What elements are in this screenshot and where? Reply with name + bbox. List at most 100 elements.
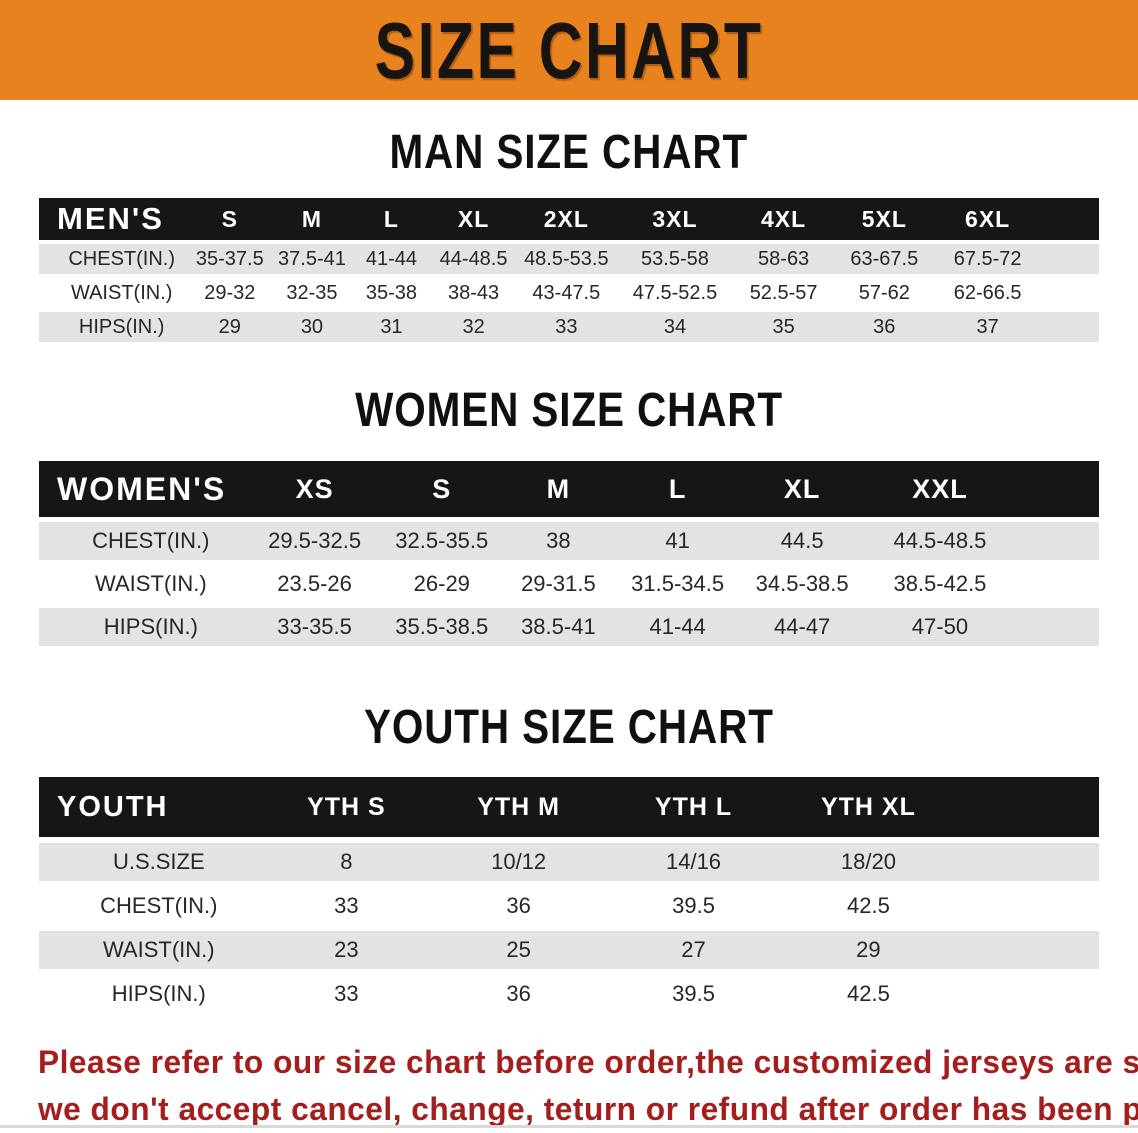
size-column-header: S <box>187 198 273 240</box>
row-spacer-cell <box>1040 278 1099 308</box>
measurement-value: 41 <box>616 522 739 560</box>
row-spacer-cell <box>955 887 1099 925</box>
size-column-header: 4XL <box>733 198 834 240</box>
measurement-value: 53.5-58 <box>616 244 734 274</box>
size-column-header: S <box>383 461 501 517</box>
measurement-value: 35-38 <box>351 278 432 308</box>
measurement-value: 47.5-52.5 <box>616 278 734 308</box>
measurement-value: 37 <box>934 312 1041 342</box>
header-spacer-cell <box>1040 198 1099 240</box>
measurement-value: 38-43 <box>431 278 516 308</box>
size-column-header: 6XL <box>934 198 1041 240</box>
measurement-label: WAIST(IN.) <box>39 931 262 969</box>
youth-section-heading-text: YOUTH SIZE CHART <box>364 698 774 754</box>
measurement-row: WAIST(IN.) 23.5-26 26-29 29-31.5 31.5-34.5 34… <box>39 565 1099 603</box>
measurement-row: CHEST(IN.) 29.5-32.5 32.5-35.5 38 41 44.5 44.5… <box>39 522 1099 560</box>
measurement-value: 67.5-72 <box>934 244 1041 274</box>
measurement-label: HIPS(IN.) <box>39 312 188 342</box>
measurement-label: HIPS(IN.) <box>39 975 262 1013</box>
row-spacer-cell <box>1014 522 1099 560</box>
size-table-header-row: WOMEN'S XS S M L XL XXL <box>39 461 1099 517</box>
measurement-value: 39.5 <box>606 887 781 925</box>
measurement-value: 23 <box>261 931 432 969</box>
measurement-row: WAIST(IN.) 29-32 32-35 35-38 38-43 43-47.5 47.… <box>39 278 1099 308</box>
size-column-header: XL <box>738 461 866 517</box>
measurement-value: 38.5-42.5 <box>865 565 1015 603</box>
measurement-value: 33 <box>261 887 432 925</box>
measurement-row: HIPS(IN.) 33 36 39.5 42.5 <box>39 975 1099 1013</box>
size-table-header-row: MEN'S S M L XL 2XL 3XL 4XL 5XL 6XL <box>39 198 1099 240</box>
measurement-label: U.S.SIZE <box>39 843 262 881</box>
measurement-value: 27 <box>606 931 781 969</box>
measurement-row: U.S.SIZE 8 10/12 14/16 18/20 <box>39 843 1099 881</box>
row-spacer-cell <box>955 931 1099 969</box>
measurement-value: 29 <box>780 931 956 969</box>
row-spacer-cell <box>1040 312 1099 342</box>
row-spacer-cell <box>1040 244 1099 274</box>
women-size-table: WOMEN'S XS S M L XL XXL CHEST(IN.) 29.5-32.5 32.5… <box>39 456 1099 651</box>
size-chart-banner: SIZE CHART <box>0 0 1138 100</box>
measurement-value: 36 <box>431 975 607 1013</box>
size-table-header-row: YOUTH YTH S YTH M YTH L YTH XL <box>39 777 1099 837</box>
women-section-heading: WOMEN SIZE CHART <box>0 382 1138 437</box>
size-column-header: 2XL <box>515 198 617 240</box>
measurement-value: 41-44 <box>616 608 739 646</box>
measurement-value: 14/16 <box>606 843 781 881</box>
measurement-label: HIPS(IN.) <box>39 608 246 646</box>
measurement-value: 29 <box>187 312 273 342</box>
row-spacer-cell <box>955 843 1099 881</box>
row-spacer-cell <box>1014 608 1099 646</box>
measurement-label: CHEST(IN.) <box>39 244 188 274</box>
size-column-header: YTH S <box>261 777 432 837</box>
measurement-value: 47-50 <box>865 608 1015 646</box>
youth-section-heading: YOUTH SIZE CHART <box>0 698 1138 754</box>
measurement-value: 10/12 <box>431 843 607 881</box>
measurement-value: 33 <box>261 975 432 1013</box>
measurement-label: WAIST(IN.) <box>39 278 188 308</box>
measurement-value: 23.5-26 <box>245 565 384 603</box>
measurement-row: CHEST(IN.) 35-37.5 37.5-41 41-44 44-48.5 48.5… <box>39 244 1099 274</box>
table-group-label: YOUTH <box>39 777 262 837</box>
measurement-value: 30 <box>272 312 352 342</box>
measurement-value: 63-67.5 <box>833 244 935 274</box>
measurement-row: HIPS(IN.) 33-35.5 35.5-38.5 38.5-41 41-44 44-… <box>39 608 1099 646</box>
row-spacer-cell <box>1014 565 1099 603</box>
measurement-value: 34 <box>616 312 734 342</box>
measurement-value: 29.5-32.5 <box>245 522 384 560</box>
measurement-value: 26-29 <box>383 565 501 603</box>
size-column-header: M <box>500 461 617 517</box>
measurement-value: 43-47.5 <box>515 278 617 308</box>
header-spacer-cell <box>1014 461 1099 517</box>
measurement-label: WAIST(IN.) <box>39 565 246 603</box>
size-column-header: YTH M <box>431 777 607 837</box>
disclaimer-line-2: we don't accept cancel, change, teturn o… <box>38 1091 1138 1127</box>
row-spacer-cell <box>955 975 1099 1013</box>
measurement-value: 34.5-38.5 <box>738 565 866 603</box>
measurement-value: 33-35.5 <box>245 608 384 646</box>
measurement-value: 44-48.5 <box>431 244 516 274</box>
men-section-heading-text: MAN SIZE CHART <box>389 123 749 179</box>
measurement-value: 52.5-57 <box>733 278 834 308</box>
measurement-row: HIPS(IN.) 29 30 31 32 33 34 35 36 37 <box>39 312 1099 342</box>
measurement-row: WAIST(IN.) 23 25 27 29 <box>39 931 1099 969</box>
measurement-value: 42.5 <box>780 975 956 1013</box>
measurement-value: 33 <box>515 312 617 342</box>
measurement-value: 18/20 <box>780 843 956 881</box>
bottom-divider <box>0 1125 1138 1128</box>
measurement-value: 41-44 <box>351 244 432 274</box>
measurement-value: 8 <box>261 843 432 881</box>
measurement-value: 35.5-38.5 <box>383 608 501 646</box>
size-column-header: YTH L <box>606 777 781 837</box>
men-size-table: MEN'S S M L XL 2XL 3XL 4XL 5XL 6XL CHEST(IN.) 35-37… <box>39 194 1099 346</box>
measurement-value: 25 <box>431 931 607 969</box>
measurement-value: 31.5-34.5 <box>616 565 739 603</box>
size-column-header: 5XL <box>833 198 935 240</box>
table-group-label: WOMEN'S <box>39 461 246 517</box>
men-section-heading: MAN SIZE CHART <box>0 123 1138 179</box>
measurement-label: CHEST(IN.) <box>39 522 246 560</box>
measurement-value: 31 <box>351 312 432 342</box>
measurement-label: CHEST(IN.) <box>39 887 262 925</box>
measurement-value: 44-47 <box>738 608 866 646</box>
youth-size-table: YOUTH YTH S YTH M YTH L YTH XL U.S.SIZE 8 10/12… <box>39 771 1099 1019</box>
measurement-value: 36 <box>833 312 935 342</box>
